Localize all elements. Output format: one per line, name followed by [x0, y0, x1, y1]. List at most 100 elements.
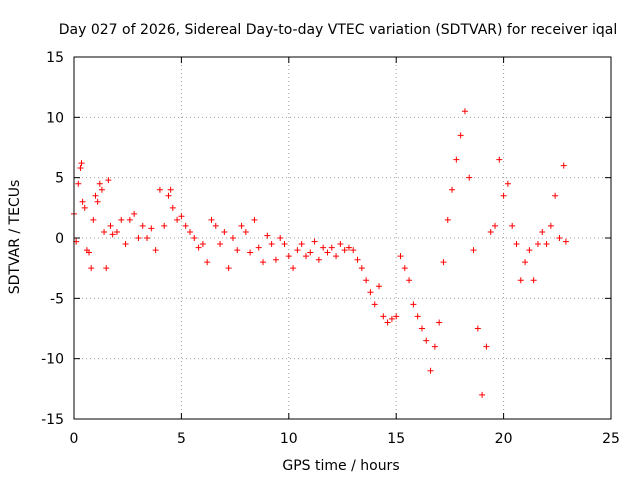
data-point — [461, 108, 468, 115]
data-point — [255, 244, 262, 251]
grid-lines — [74, 57, 611, 419]
data-point — [204, 259, 211, 266]
data-point — [431, 343, 438, 350]
data-point — [225, 265, 232, 272]
data-point — [337, 241, 344, 248]
data-point — [186, 228, 193, 235]
data-point — [427, 367, 434, 374]
data-point — [315, 256, 322, 263]
data-point — [199, 241, 206, 248]
data-point — [152, 247, 159, 254]
data-point — [86, 249, 93, 256]
data-point — [208, 216, 215, 223]
axis-ticks: 0 5 10 15 20 25 -15 -10 -5 0 5 10 15 — [41, 50, 620, 447]
data-point — [522, 259, 529, 266]
data-point — [229, 235, 236, 241]
data-point — [191, 235, 198, 241]
data-point — [384, 319, 391, 326]
plot-frame — [73, 56, 612, 420]
y-tick-label: 0 — [55, 231, 64, 247]
data-point — [560, 162, 567, 169]
y-tick-label: 10 — [46, 110, 64, 126]
data-point — [436, 319, 443, 326]
data-point — [272, 256, 279, 263]
data-point — [562, 238, 569, 245]
data-point — [281, 241, 288, 248]
data-point — [277, 235, 284, 241]
data-point — [492, 222, 499, 229]
data-point — [90, 216, 97, 223]
data-point — [526, 247, 533, 254]
x-axis-label: GPS time / hours — [282, 458, 399, 474]
data-point — [251, 216, 258, 223]
data-point — [320, 244, 327, 251]
data-point — [401, 265, 408, 272]
data-point — [217, 241, 224, 248]
data-point — [500, 192, 507, 199]
data-point — [148, 225, 155, 232]
data-point — [474, 325, 481, 332]
data-point — [418, 325, 425, 332]
data-point — [78, 160, 85, 167]
y-tick-label: -15 — [41, 412, 64, 428]
data-point — [88, 265, 95, 272]
data-point — [333, 253, 340, 260]
data-point — [182, 222, 189, 229]
data-point — [268, 241, 275, 248]
data-point — [406, 277, 413, 284]
data-point — [105, 177, 112, 184]
y-tick-label: 15 — [46, 50, 64, 66]
data-point — [103, 265, 110, 272]
data-point — [96, 180, 103, 187]
data-point — [504, 180, 511, 187]
data-point — [307, 249, 314, 256]
data-point — [547, 222, 554, 229]
data-point — [107, 222, 114, 229]
data-point — [98, 186, 105, 193]
data-point — [328, 244, 335, 251]
data-point — [165, 192, 172, 199]
data-point — [285, 253, 292, 260]
data-point — [174, 216, 181, 223]
data-point — [350, 247, 357, 254]
data-point — [238, 222, 245, 229]
data-point — [367, 289, 374, 296]
data-point — [517, 277, 524, 284]
data-point — [414, 313, 421, 320]
data-point — [354, 256, 361, 263]
data-point — [298, 241, 305, 248]
data-point — [101, 228, 108, 235]
data-point — [534, 241, 541, 248]
x-tick-label: 20 — [495, 431, 513, 447]
data-point — [290, 265, 297, 272]
data-point — [393, 313, 400, 320]
data-point — [79, 198, 86, 205]
data-points — [71, 108, 569, 398]
data-point — [440, 259, 447, 266]
data-point — [509, 222, 516, 229]
data-point — [376, 283, 383, 290]
data-point — [156, 186, 163, 193]
data-point — [479, 391, 486, 398]
data-point — [242, 228, 249, 235]
data-point — [496, 156, 503, 163]
data-point — [341, 247, 348, 254]
data-point — [345, 244, 352, 251]
chart-title: Day 027 of 2026, Sidereal Day-to-day VTE… — [59, 22, 617, 38]
data-point — [139, 222, 146, 229]
data-point — [126, 216, 133, 223]
data-point — [234, 247, 241, 254]
data-point — [388, 315, 395, 322]
data-point — [195, 244, 202, 251]
data-point — [556, 235, 563, 241]
y-axis-label: SDTVAR / TECUs — [7, 180, 23, 295]
data-point — [77, 165, 84, 172]
data-point — [363, 277, 370, 284]
data-point — [75, 180, 82, 187]
data-point — [167, 186, 174, 193]
x-tick-label: 10 — [280, 431, 298, 447]
data-point — [513, 241, 520, 248]
data-point — [118, 216, 125, 223]
data-point — [552, 192, 559, 199]
